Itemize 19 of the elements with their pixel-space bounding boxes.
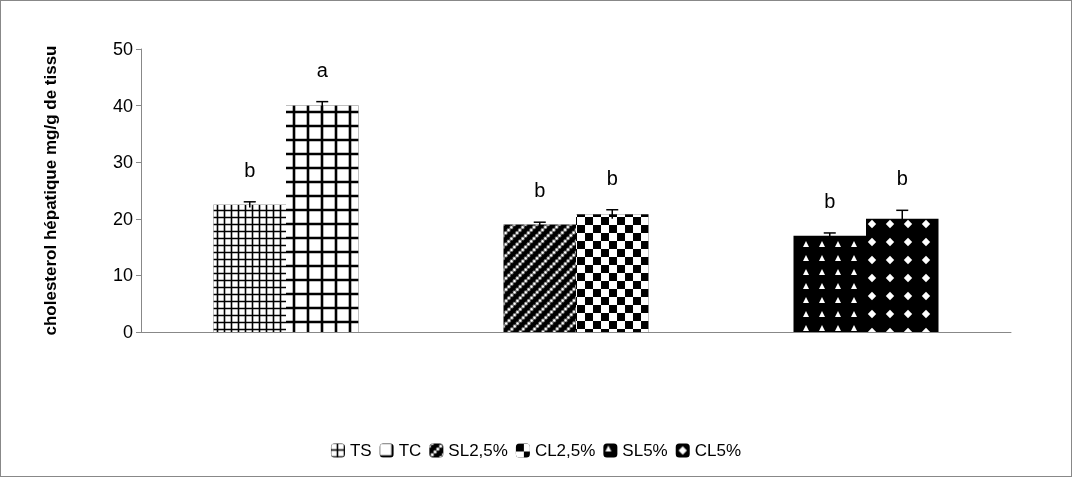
- legend-label: SL2,5%: [448, 441, 508, 460]
- y-tick-label: 30: [112, 152, 133, 173]
- y-tick-label: 40: [112, 95, 133, 116]
- legend-label: SL5%: [622, 441, 668, 460]
- y-axis-title: cholesterol hépatique mg/g de tissu: [41, 45, 60, 336]
- y-tick-label: 20: [112, 208, 133, 229]
- y-tick-label: 10: [112, 265, 133, 286]
- annotation: b: [824, 189, 836, 212]
- legend-label: CL5%: [694, 441, 742, 460]
- y-tick-label: 50: [112, 39, 133, 59]
- annotation: b: [896, 167, 908, 190]
- annotation: b: [244, 158, 256, 181]
- legend-label: TC: [398, 441, 422, 460]
- legend-label: TS: [349, 441, 372, 460]
- legend-label: CL2,5%: [534, 441, 596, 460]
- annotation: b: [606, 166, 618, 189]
- annotation: a: [316, 58, 329, 81]
- annotation: b: [534, 179, 546, 202]
- y-tick-label: 0: [122, 322, 133, 342]
